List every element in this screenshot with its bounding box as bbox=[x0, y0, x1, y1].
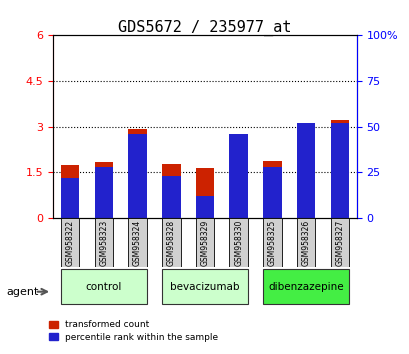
Bar bbox=[330, 218, 348, 267]
Bar bbox=[296, 125, 315, 218]
Bar bbox=[296, 218, 315, 267]
Text: GSM958324: GSM958324 bbox=[133, 219, 142, 266]
Text: GSM958328: GSM958328 bbox=[166, 219, 175, 266]
Bar bbox=[263, 167, 281, 218]
Bar bbox=[229, 218, 247, 267]
Bar bbox=[195, 167, 214, 218]
Bar bbox=[61, 269, 146, 304]
Bar bbox=[162, 164, 180, 218]
Bar bbox=[330, 123, 348, 218]
Bar bbox=[162, 269, 247, 304]
Bar bbox=[162, 176, 180, 218]
Bar bbox=[162, 218, 180, 267]
Bar bbox=[229, 134, 247, 218]
Bar bbox=[94, 218, 113, 267]
Bar bbox=[263, 161, 281, 218]
Text: dibenzazepine: dibenzazepine bbox=[267, 282, 343, 292]
Bar bbox=[61, 178, 79, 218]
Bar bbox=[128, 134, 146, 218]
Text: GSM958329: GSM958329 bbox=[200, 219, 209, 266]
Bar bbox=[195, 218, 214, 267]
Bar bbox=[128, 129, 146, 218]
Text: GDS5672 / 235977_at: GDS5672 / 235977_at bbox=[118, 19, 291, 36]
Legend: transformed count, percentile rank within the sample: transformed count, percentile rank withi… bbox=[49, 320, 218, 342]
Bar bbox=[330, 120, 348, 218]
Bar bbox=[128, 218, 146, 267]
Bar bbox=[94, 167, 113, 218]
Text: GSM958325: GSM958325 bbox=[267, 219, 276, 266]
Text: GSM958327: GSM958327 bbox=[335, 219, 344, 266]
Text: agent: agent bbox=[6, 287, 38, 297]
Bar bbox=[61, 165, 79, 218]
Text: bevacizumab: bevacizumab bbox=[170, 282, 239, 292]
Text: GSM958326: GSM958326 bbox=[301, 219, 310, 266]
Bar bbox=[61, 218, 79, 267]
Text: GSM958330: GSM958330 bbox=[234, 219, 243, 266]
Text: control: control bbox=[85, 282, 122, 292]
Bar bbox=[296, 123, 315, 218]
Text: GSM958322: GSM958322 bbox=[65, 219, 74, 266]
Bar bbox=[94, 162, 113, 218]
Bar bbox=[229, 161, 247, 218]
Bar bbox=[263, 269, 348, 304]
Text: GSM958323: GSM958323 bbox=[99, 219, 108, 266]
Bar bbox=[195, 196, 214, 218]
Bar bbox=[263, 218, 281, 267]
